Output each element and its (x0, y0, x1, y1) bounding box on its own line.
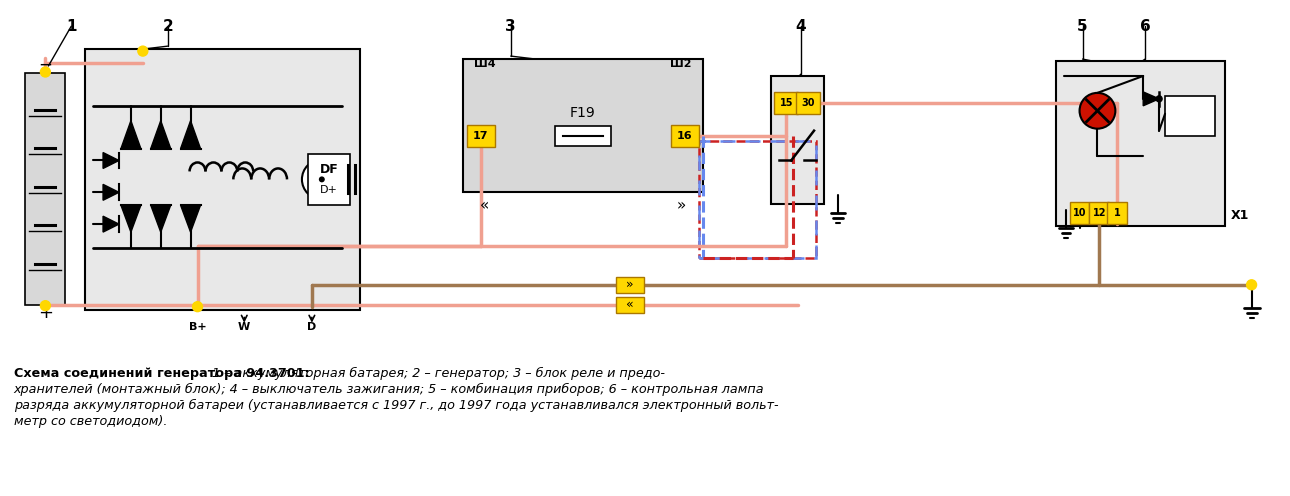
Text: D+: D+ (320, 186, 338, 195)
Polygon shape (181, 205, 200, 232)
Text: »: » (626, 278, 633, 291)
Text: 10: 10 (1073, 208, 1086, 218)
Text: 4: 4 (796, 19, 806, 34)
Bar (467, 124, 495, 147)
Circle shape (319, 177, 325, 183)
Text: Схема соединений генератора 94.3701:: Схема соединений генератора 94.3701: (14, 368, 313, 380)
Bar (771, 76, 824, 204)
Bar (26, 73, 66, 305)
Bar (1107, 202, 1127, 224)
Text: Ш4: Ш4 (475, 59, 495, 69)
Text: «: « (480, 198, 489, 213)
Bar (699, 140, 817, 258)
Text: 1: 1 (66, 19, 76, 34)
Text: −: − (39, 56, 53, 74)
Circle shape (1156, 96, 1162, 102)
Text: 15: 15 (779, 98, 793, 108)
Text: B+: B+ (188, 321, 206, 332)
Bar (1055, 61, 1224, 226)
Polygon shape (103, 185, 119, 200)
Circle shape (1246, 280, 1256, 290)
Bar (774, 92, 799, 114)
Bar (699, 140, 817, 258)
Text: 12: 12 (1093, 208, 1107, 218)
Bar (1090, 202, 1109, 224)
Polygon shape (103, 216, 119, 232)
Bar (617, 277, 644, 293)
Text: 1: 1 (1115, 208, 1121, 218)
Text: W: W (239, 321, 250, 332)
Text: D: D (307, 321, 316, 332)
Text: X1: X1 (1231, 209, 1249, 222)
Circle shape (302, 160, 342, 199)
Bar (1069, 202, 1090, 224)
Circle shape (138, 46, 148, 56)
Text: 17: 17 (473, 130, 489, 141)
Bar (796, 92, 820, 114)
Bar (671, 124, 699, 147)
Text: хранителей (монтажный блок); 4 – выключатель зажигания; 5 – комбинация приборов;: хранителей (монтажный блок); 4 – выключа… (14, 383, 764, 396)
Text: 3: 3 (506, 19, 516, 34)
Text: 6: 6 (1140, 19, 1151, 34)
Text: разряда аккумуляторной батареи (устанавливается с 1997 г., до 1997 года устанавл: разряда аккумуляторной батареи (устанавл… (14, 399, 778, 412)
Text: 16: 16 (677, 130, 693, 141)
Text: +: + (37, 304, 53, 321)
Polygon shape (151, 121, 170, 149)
Polygon shape (151, 205, 170, 232)
Text: 1 – аккумуляторная батарея; 2 – генератор; 3 – блок реле и предо-: 1 – аккумуляторная батарея; 2 – генерато… (213, 368, 666, 380)
Polygon shape (121, 121, 141, 149)
Text: 5: 5 (1077, 19, 1087, 34)
Bar (1165, 96, 1215, 135)
Circle shape (40, 301, 50, 310)
Circle shape (40, 67, 50, 77)
Bar (85, 49, 360, 310)
Text: »: » (676, 198, 685, 213)
Text: DF: DF (320, 163, 338, 176)
Bar (308, 154, 350, 205)
Text: F19: F19 (570, 106, 596, 120)
Text: «: « (626, 298, 633, 311)
Polygon shape (181, 121, 200, 149)
Bar (617, 297, 644, 312)
Text: Ш2: Ш2 (670, 59, 691, 69)
Circle shape (1080, 93, 1116, 128)
Bar (463, 59, 703, 192)
Polygon shape (121, 205, 141, 232)
Text: 30: 30 (801, 98, 815, 108)
Text: 2: 2 (163, 19, 173, 34)
Text: метр со светодиодом).: метр со светодиодом). (14, 415, 166, 428)
Bar (555, 125, 610, 146)
Polygon shape (103, 153, 119, 169)
Polygon shape (1143, 92, 1160, 106)
Circle shape (192, 302, 203, 311)
